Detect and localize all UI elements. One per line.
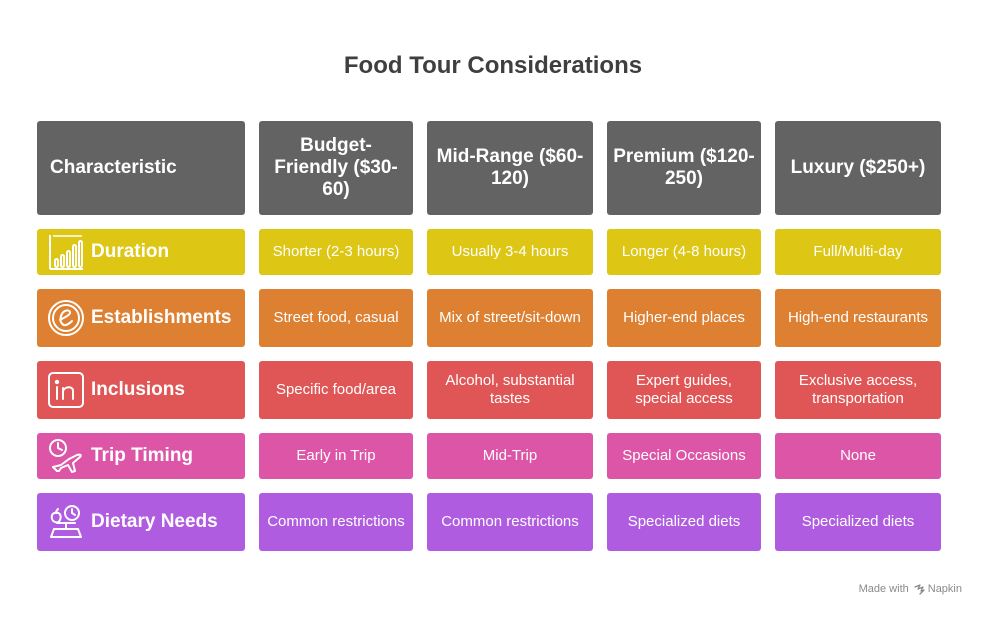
scale-apple-icon [50,505,82,538]
cell-timing-mid: Mid-Trip [427,433,593,479]
row-label-text: Dietary Needs [91,511,218,532]
watermark[interactable]: Made with Napkin [859,583,962,595]
cell-inclusions-budget: Specific food/area [259,361,413,419]
cell-timing-premium: Special Occasions [607,433,761,479]
cell-duration-mid: Usually 3-4 hours [427,229,593,275]
cell-establishments-luxury: High-end restaurants [775,289,941,347]
cell-establishments-premium: Higher-end places [607,289,761,347]
header-characteristic: Characteristic [37,121,245,215]
cell-establishments-mid: Mix of street/sit-down [427,289,593,347]
row-label-duration: Duration [37,229,245,275]
cell-duration-premium: Longer (4-8 hours) [607,229,761,275]
clock-airplane-icon [49,439,82,473]
cell-establishments-budget: Street food, casual [259,289,413,347]
row-label-inclusions: Inclusions [37,361,245,419]
e-letter-icon [48,300,84,336]
cell-inclusions-premium: Expert guides, special access [607,361,761,419]
cell-timing-luxury: None [775,433,941,479]
header-budget-friendly: Budget-Friendly ($30-60) [259,121,413,215]
cell-dietary-premium: Specialized diets [607,493,761,551]
watermark-brand: Napkin [927,583,962,595]
cell-dietary-mid: Common restrictions [427,493,593,551]
napkin-logo-icon [914,583,925,595]
cell-duration-luxury: Full/Multi-day [775,229,941,275]
cell-dietary-luxury: Specialized diets [775,493,941,551]
row-label-text: Duration [91,241,170,262]
page-title: Food Tour Considerations [343,52,643,79]
bar-chart-icon [49,235,83,270]
cell-inclusions-mid: Alcohol, substantial tastes [427,361,593,419]
cell-timing-budget: Early in Trip [259,433,413,479]
cell-dietary-budget: Common restrictions [259,493,413,551]
row-label-text: Trip Timing [91,445,194,466]
row-label-establishments: Establishments [37,289,245,347]
row-label-trip-timing: Trip Timing [37,433,245,479]
cell-inclusions-luxury: Exclusive access, transportation [775,361,941,419]
header-luxury: Luxury ($250+) [775,121,941,215]
header-mid-range: Mid-Range ($60-120) [427,121,593,215]
row-label-dietary-needs: Dietary Needs [37,493,245,551]
in-letters-icon [48,372,84,408]
cell-duration-budget: Shorter (2-3 hours) [259,229,413,275]
watermark-prefix: Made with [858,583,909,595]
row-label-text: Inclusions [91,379,185,400]
row-label-text: Establishments [91,307,232,328]
header-premium: Premium ($120-250) [607,121,761,215]
